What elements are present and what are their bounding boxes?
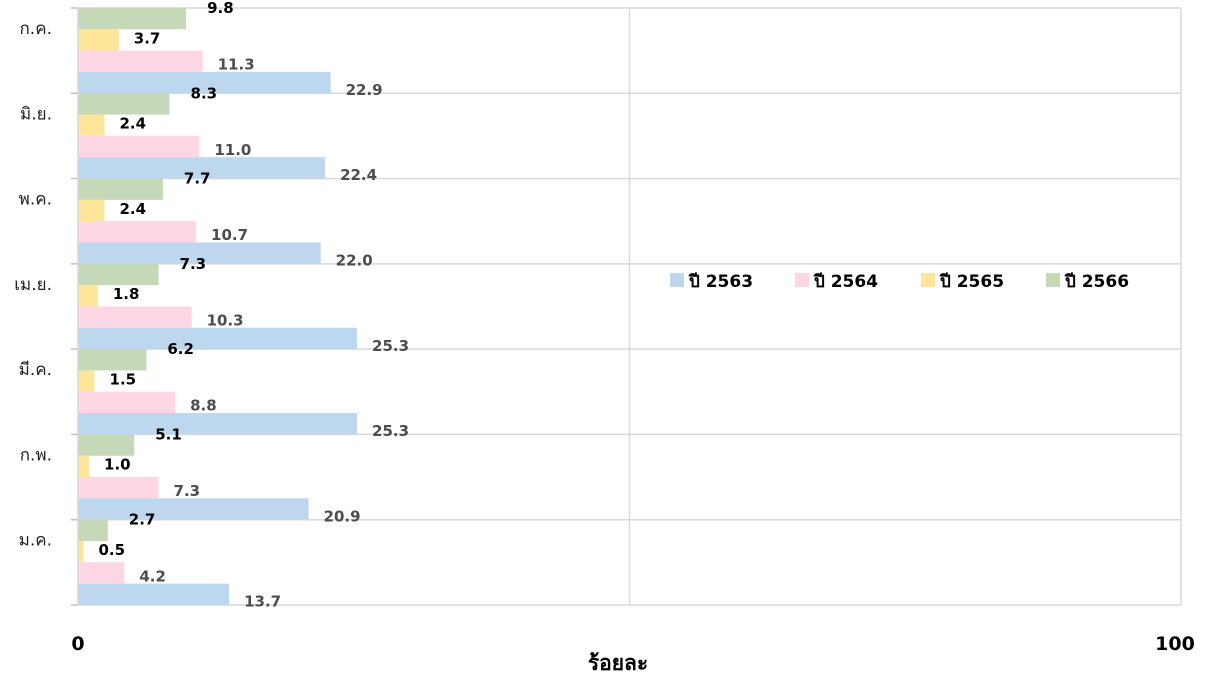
bar bbox=[78, 562, 125, 584]
axis-layer: ม.ค. ก.พ. มี.ค. เม.ย. พ.ค. มิ.ย. ก.ค. 0 100 bbox=[14, 7, 1195, 655]
legend-label: ปี 2566 bbox=[1064, 271, 1129, 292]
bar bbox=[78, 135, 200, 158]
legend-swatch bbox=[795, 273, 809, 287]
bar bbox=[78, 242, 321, 264]
category-label: ก.ค. bbox=[20, 19, 52, 39]
data-label: 7.3 bbox=[180, 255, 207, 273]
data-label: 22.0 bbox=[336, 251, 373, 269]
bar bbox=[78, 306, 192, 328]
data-label: 7.7 bbox=[184, 170, 211, 188]
data-label: 8.3 bbox=[191, 84, 218, 102]
data-label: 8.8 bbox=[190, 397, 217, 415]
data-label: 3.7 bbox=[134, 29, 161, 47]
grid-layer bbox=[78, 7, 1182, 606]
x-tick-label: 0 bbox=[71, 633, 84, 655]
bar bbox=[78, 114, 105, 136]
bar bbox=[78, 519, 108, 542]
bar bbox=[78, 349, 147, 371]
data-label: 22.9 bbox=[346, 81, 383, 99]
data-label: 7.3 bbox=[174, 482, 201, 500]
data-label: 11.0 bbox=[214, 141, 251, 159]
bar bbox=[78, 157, 326, 179]
bar bbox=[78, 327, 358, 350]
data-label: 25.3 bbox=[372, 337, 409, 355]
category-label: มี.ค. bbox=[19, 360, 52, 380]
category-label: ก.พ. bbox=[20, 445, 52, 465]
data-label: 25.3 bbox=[372, 422, 409, 440]
bar bbox=[78, 498, 309, 520]
data-label: 1.8 bbox=[113, 285, 140, 303]
data-label: 2.7 bbox=[129, 511, 156, 529]
data-label: 2.4 bbox=[119, 200, 146, 218]
bar bbox=[78, 221, 197, 243]
data-label: 0.5 bbox=[99, 541, 126, 559]
bars-layer bbox=[78, 8, 358, 605]
category-label: ม.ค. bbox=[19, 531, 52, 551]
bar bbox=[78, 370, 95, 392]
bar bbox=[78, 263, 159, 286]
bar bbox=[78, 455, 90, 478]
category-label: พ.ค. bbox=[19, 190, 52, 210]
bar bbox=[78, 199, 105, 222]
labels-layer: 2.70.5 4.2 13.7 5.1 1.0 7.3 20.9 6.2 1.5 8.8 25.3 7… bbox=[99, 0, 410, 611]
bar bbox=[78, 285, 98, 307]
legend-label: ปี 2565 bbox=[939, 271, 1004, 292]
bar bbox=[78, 71, 331, 94]
bar bbox=[78, 50, 203, 72]
bar bbox=[78, 8, 187, 30]
category-label: เม.ย. bbox=[14, 275, 52, 295]
legend-swatch bbox=[921, 273, 935, 287]
bar bbox=[78, 413, 358, 435]
bar bbox=[78, 434, 135, 456]
data-label: 6.2 bbox=[167, 340, 194, 358]
data-label: 4.2 bbox=[139, 567, 166, 585]
data-label: 10.7 bbox=[211, 226, 248, 244]
bar bbox=[78, 541, 84, 563]
data-label: 11.3 bbox=[218, 56, 255, 74]
data-label: 13.7 bbox=[244, 593, 281, 611]
data-label: 5.1 bbox=[155, 425, 182, 443]
x-axis-title: ร้อยละ bbox=[588, 651, 648, 675]
legend-swatch bbox=[1046, 273, 1060, 287]
data-label: 1.0 bbox=[104, 456, 131, 474]
data-label: 9.8 bbox=[207, 0, 234, 17]
bar bbox=[78, 583, 230, 605]
category-label: มิ.ย. bbox=[20, 104, 52, 124]
legend: ปี 2563 ปี 2564 ปี 2565 ปี 2566 bbox=[670, 271, 1129, 292]
legend-label: ปี 2563 bbox=[688, 271, 753, 292]
bar bbox=[78, 29, 119, 51]
bar bbox=[78, 391, 176, 414]
data-label: 1.5 bbox=[110, 370, 137, 388]
bar bbox=[78, 93, 170, 115]
data-label: 10.3 bbox=[207, 311, 244, 329]
bar bbox=[78, 178, 163, 200]
bar bbox=[78, 477, 159, 499]
legend-label: ปี 2564 bbox=[813, 271, 878, 292]
data-label: 22.4 bbox=[340, 166, 377, 184]
data-label: 20.9 bbox=[324, 507, 361, 525]
x-tick-label: 100 bbox=[1155, 633, 1195, 655]
data-label: 2.4 bbox=[119, 115, 146, 133]
legend-swatch bbox=[670, 273, 684, 287]
